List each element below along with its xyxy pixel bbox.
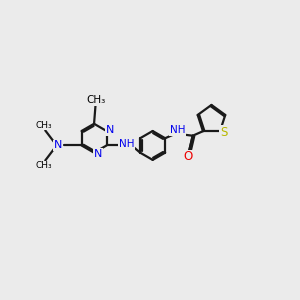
Text: NH: NH: [118, 139, 134, 149]
Text: N: N: [106, 125, 115, 135]
Text: O: O: [184, 151, 193, 164]
Text: N: N: [94, 149, 102, 159]
Text: NH: NH: [170, 125, 185, 135]
Text: S: S: [220, 126, 227, 139]
Text: N: N: [54, 140, 62, 150]
Text: CH₃: CH₃: [86, 95, 106, 105]
Text: CH₃: CH₃: [35, 161, 52, 170]
Text: CH₃: CH₃: [35, 121, 52, 130]
